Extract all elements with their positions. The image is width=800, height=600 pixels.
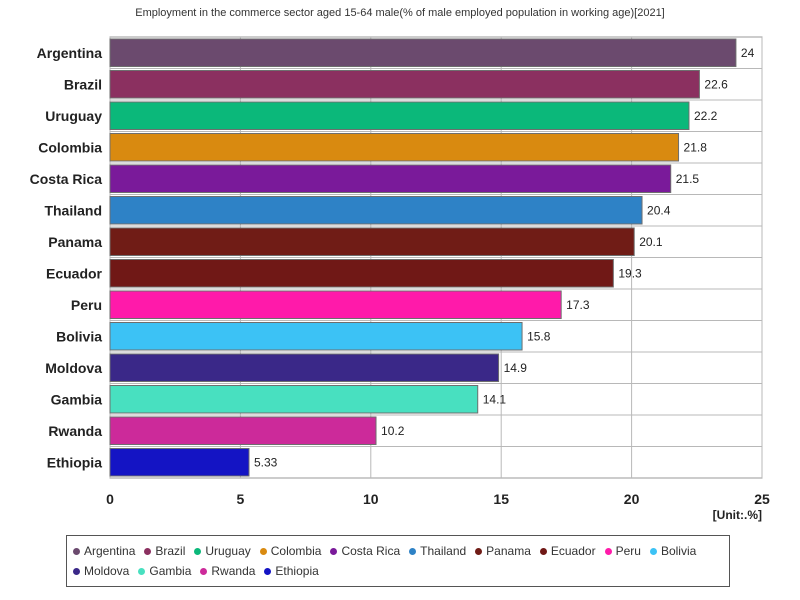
x-tick-label: 10: [363, 491, 379, 507]
legend-label: Peru: [615, 544, 641, 558]
bar: [109, 290, 562, 319]
category-label: Ecuador: [46, 265, 103, 281]
category-label: Uruguay: [45, 108, 102, 124]
legend-label: Thailand: [420, 544, 467, 558]
data-label: 22.6: [704, 77, 728, 91]
legend-label: Bolivia: [660, 544, 697, 558]
legend-swatch: [138, 567, 146, 575]
category-label: Costa Rica: [30, 171, 103, 187]
category-label: Peru: [71, 297, 102, 313]
bar: [109, 416, 377, 445]
category-label: Colombia: [38, 139, 102, 155]
x-tick-label: 15: [493, 491, 509, 507]
bar: [109, 196, 643, 225]
data-label: 24: [741, 46, 755, 60]
data-label: 15.8: [527, 329, 551, 343]
legend-item: Colombia: [259, 541, 322, 561]
bar: [109, 101, 690, 130]
bar: [109, 353, 500, 382]
legend-item: Argentina: [73, 541, 135, 561]
legend-swatch: [144, 547, 152, 555]
legend-swatch: [475, 547, 483, 555]
category-label: Argentina: [37, 45, 103, 61]
legend-item: Panama: [475, 541, 531, 561]
bar: [109, 385, 479, 414]
legend-swatch: [200, 567, 208, 575]
data-label: 22.2: [694, 109, 718, 123]
data-label: 19.3: [618, 266, 642, 280]
category-label: Moldova: [45, 360, 102, 376]
x-tick-label: 25: [754, 491, 770, 507]
category-label: Thailand: [44, 202, 102, 218]
legend-label: Moldova: [84, 564, 130, 578]
legend-label: Panama: [486, 544, 531, 558]
legend-item: Gambia: [138, 561, 191, 581]
legend-swatch: [539, 547, 547, 555]
data-label: 20.4: [647, 203, 671, 217]
category-label: Brazil: [64, 76, 102, 92]
category-label: Ethiopia: [47, 454, 102, 470]
category-label: Bolivia: [56, 328, 102, 344]
bar: [109, 164, 672, 193]
chart-title: Employment in the commerce sector aged 1…: [135, 7, 665, 19]
data-label: 20.1: [639, 235, 663, 249]
bar: [109, 38, 737, 67]
legend-item: Costa Rica: [330, 541, 400, 561]
legend-label: Colombia: [270, 544, 322, 558]
legend-label: Brazil: [155, 544, 186, 558]
category-label: Rwanda: [48, 423, 102, 439]
data-label: 5.33: [254, 455, 278, 469]
legend-swatch: [264, 567, 272, 575]
legend-label: Ecuador: [550, 544, 596, 558]
x-axis-ticks: 0 5 10 15 20 25: [106, 491, 770, 507]
legend-swatch: [604, 547, 612, 555]
data-label: 14.1: [483, 392, 507, 406]
legend-item: Peru: [604, 541, 641, 561]
bar: [109, 133, 680, 162]
legend-item: Ecuador: [539, 541, 596, 561]
legend-label: Argentina: [84, 544, 136, 558]
category-label: Gambia: [51, 391, 103, 407]
category-label: Panama: [48, 234, 102, 250]
legend-swatch: [73, 567, 80, 575]
data-label: 14.9: [504, 361, 528, 375]
unit-label: [Unit:.%]: [712, 508, 762, 522]
bar: [109, 259, 614, 288]
legend-label: Costa Rica: [341, 544, 401, 558]
legend-item: Rwanda: [200, 561, 255, 581]
bar: [109, 322, 523, 351]
legend-label: Ethiopia: [275, 564, 319, 578]
legend-item: Moldova: [73, 561, 129, 581]
legend-swatch: [194, 547, 202, 555]
legend-swatch: [259, 547, 267, 555]
legend-item: Thailand: [409, 541, 466, 561]
x-tick-label: 0: [106, 491, 114, 507]
legend-label: Rwanda: [211, 564, 256, 578]
legend-swatch: [330, 547, 338, 555]
x-tick-label: 5: [237, 491, 245, 507]
legend-item: Ethiopia: [264, 561, 319, 581]
legend-item: Brazil: [144, 541, 185, 561]
legend-label: Uruguay: [205, 544, 251, 558]
data-label: 10.2: [381, 424, 405, 438]
data-label: 17.3: [566, 298, 590, 312]
category-labels: Argentina Brazil Uruguay Colombia Costa Rica…: [30, 45, 103, 471]
bar: [109, 227, 635, 256]
x-tick-label: 20: [624, 491, 640, 507]
legend-item: Uruguay: [194, 541, 251, 561]
legend-swatch: [409, 547, 417, 555]
bar: [109, 70, 700, 99]
bar-series: 24 22.6 22.2 21.8 21.5 20.4 20.1 19.3 17.3 15.8 14…: [109, 38, 755, 477]
data-label: 21.5: [676, 172, 700, 186]
legend-item: Bolivia: [649, 541, 697, 561]
legend-swatch: [73, 547, 80, 555]
legend: Argentina Brazil Uruguay Colombia Costa Rica…: [66, 535, 730, 587]
legend-label: Gambia: [149, 564, 192, 578]
legend-swatch: [649, 547, 657, 555]
data-label: 21.8: [684, 140, 708, 154]
bar: [109, 448, 250, 477]
